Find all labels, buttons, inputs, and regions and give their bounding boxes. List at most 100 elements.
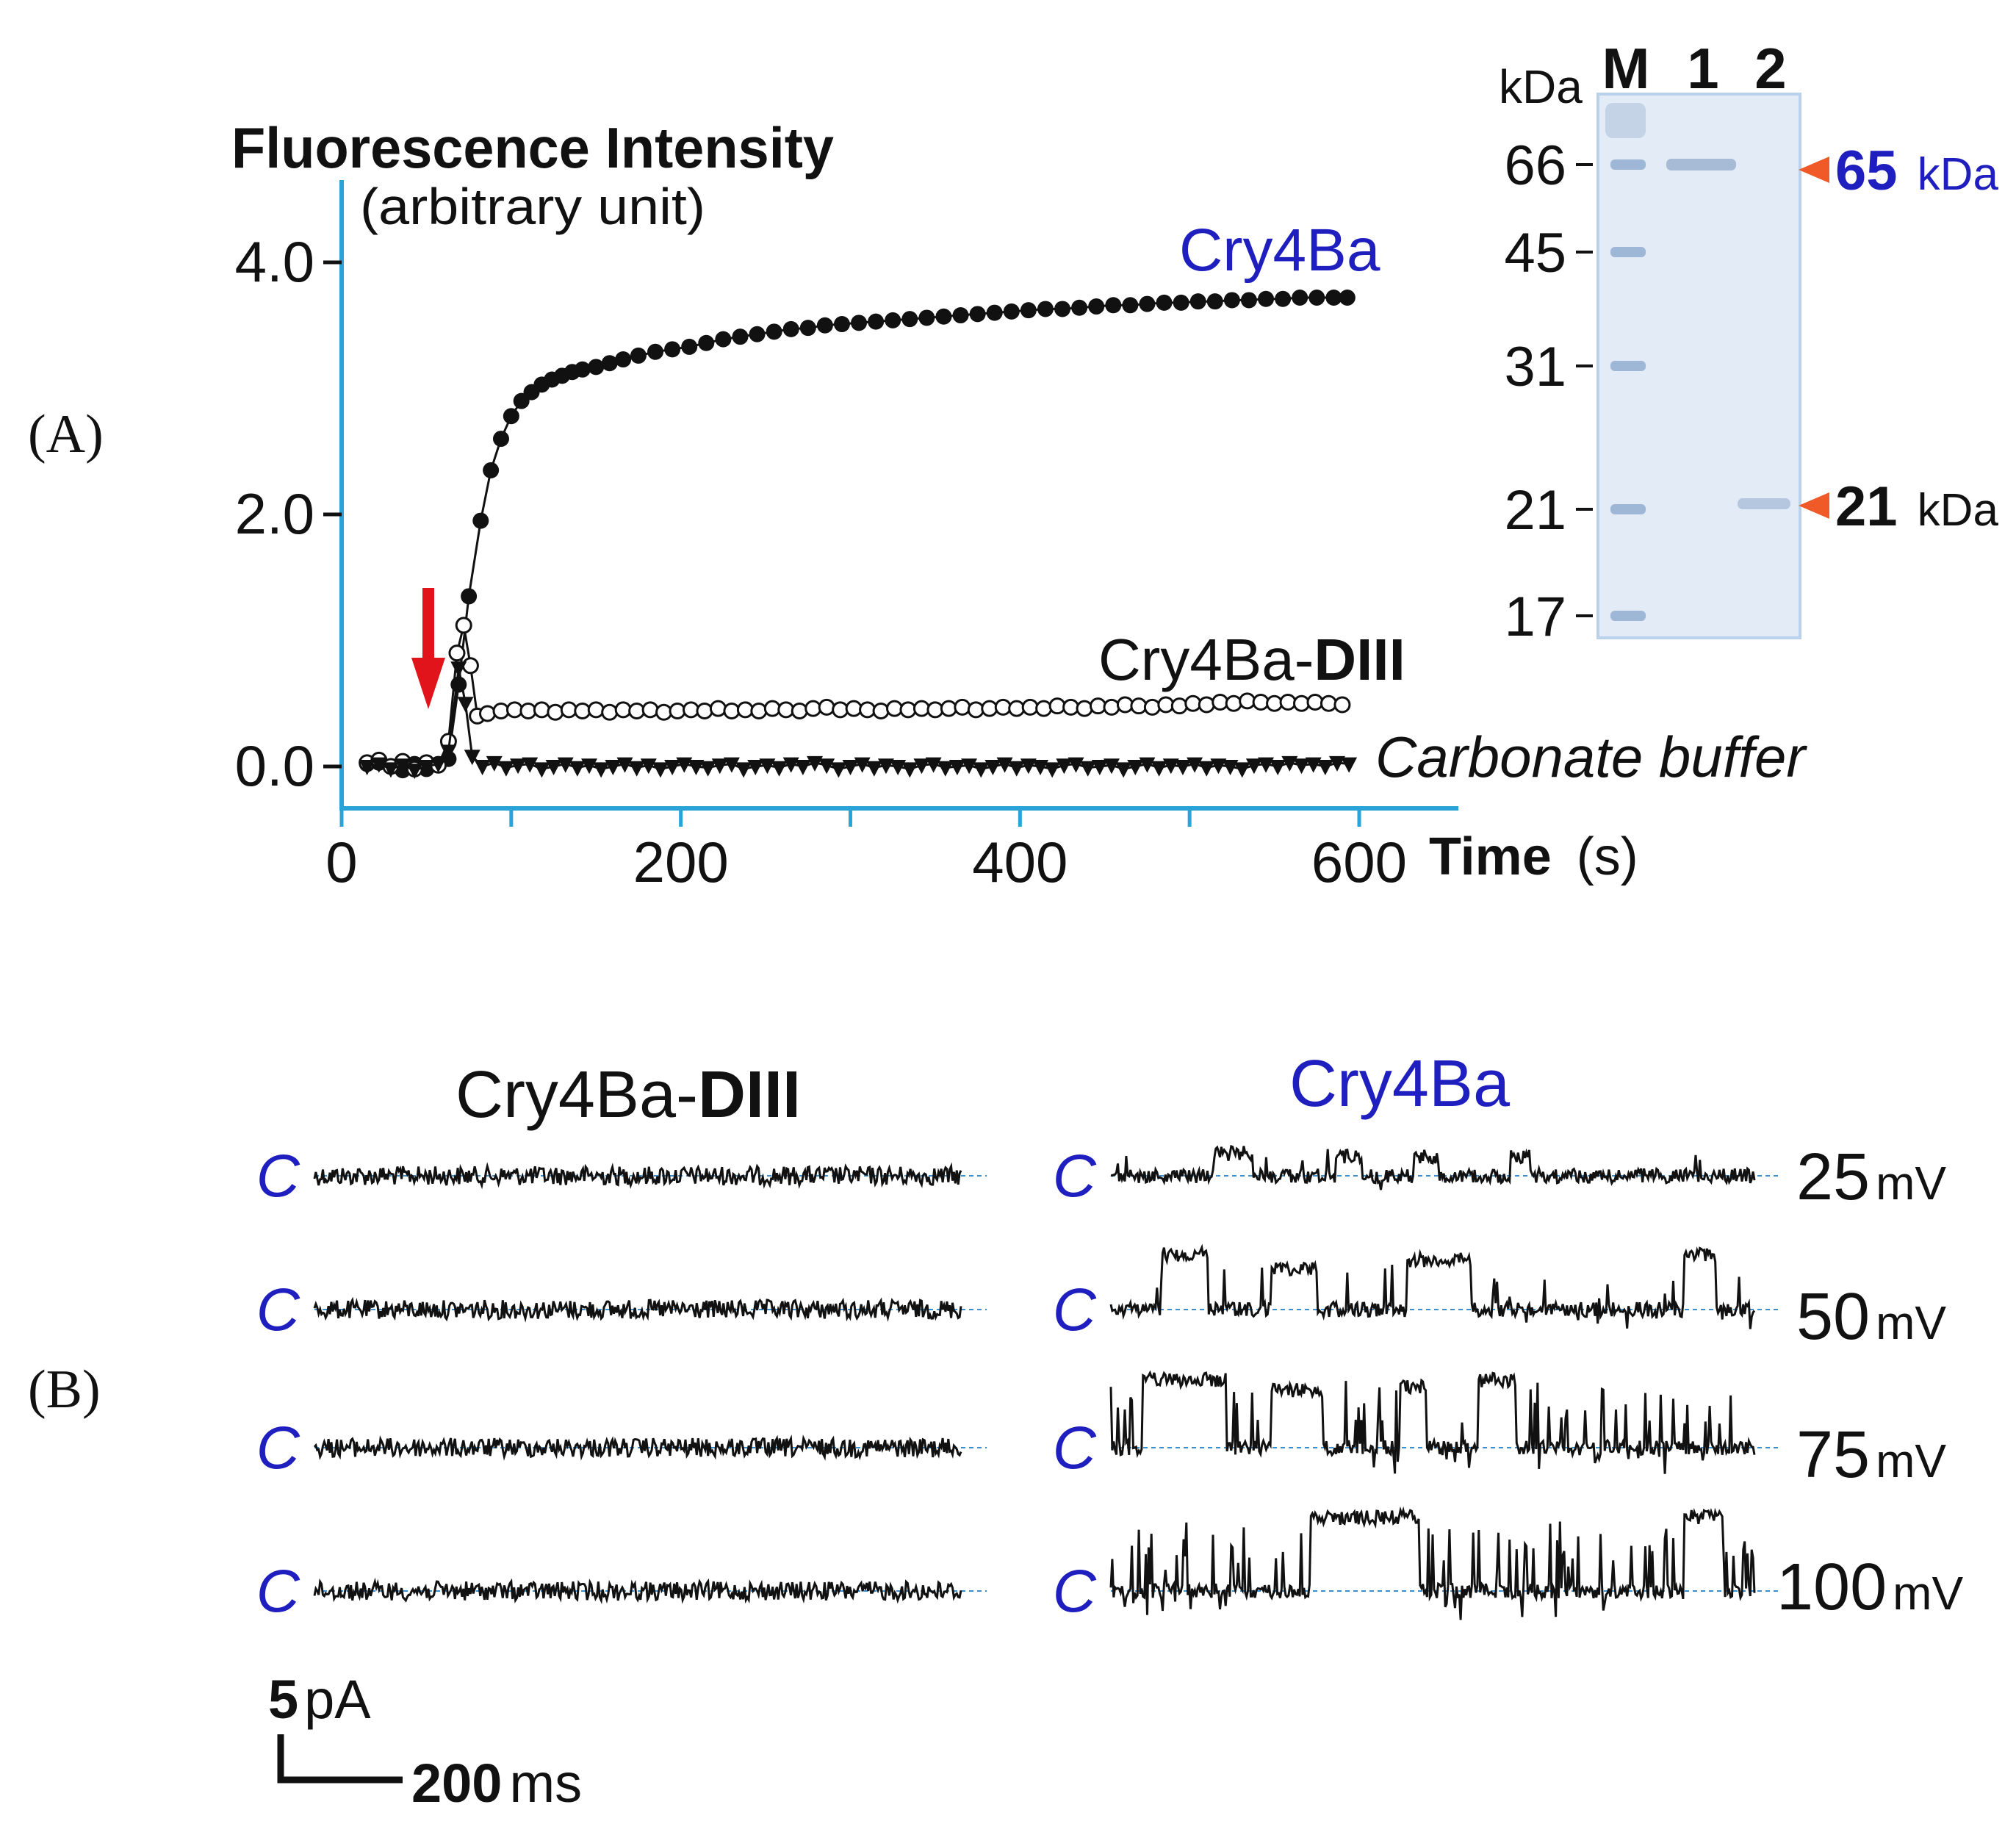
data-point <box>698 334 715 351</box>
data-point <box>688 760 705 775</box>
data-point <box>664 760 681 775</box>
gel-band-65kda <box>1666 159 1736 170</box>
trace-row-cry4ba: C <box>1053 1370 1780 1482</box>
trace-row-diii: C <box>256 1276 987 1343</box>
x-tick-label: 200 <box>633 830 729 894</box>
voltage-label-25: 25 mV <box>1796 1141 1946 1214</box>
data-point <box>715 331 732 348</box>
data-point <box>1339 290 1356 306</box>
current-trace <box>1109 1370 1756 1474</box>
band-label-65: 65 kDa <box>1835 140 1998 202</box>
data-point <box>948 760 965 775</box>
gel-lane-label-1: 1 <box>1687 36 1718 101</box>
closed-state-label: C <box>256 1415 300 1482</box>
data-point <box>994 698 1012 716</box>
gel-lane-label-2: 2 <box>1754 36 1786 101</box>
data-point <box>601 703 619 721</box>
data-point <box>461 588 478 605</box>
data-point <box>588 359 605 376</box>
band-label-65-value: 65 <box>1835 140 1898 202</box>
data-point <box>967 701 984 719</box>
data-point <box>1206 293 1223 310</box>
current-trace <box>1109 1506 1756 1620</box>
data-point <box>833 316 850 333</box>
data-point <box>605 760 622 775</box>
data-point <box>655 703 673 721</box>
data-point <box>851 315 868 331</box>
trace-column-title-diii: Cry4Ba-DIII <box>456 1058 801 1132</box>
current-trace <box>313 1577 962 1605</box>
data-point <box>984 760 1001 775</box>
data-point <box>641 701 659 719</box>
data-point <box>1320 694 1337 712</box>
data-point <box>1281 755 1298 772</box>
current-trace <box>1109 1243 1756 1329</box>
data-point <box>777 701 795 719</box>
scale-bar-time-label: 200 ms <box>411 1753 582 1814</box>
data-point <box>1008 700 1026 717</box>
data-point <box>457 697 474 713</box>
data-point <box>533 762 550 778</box>
data-point <box>699 761 716 777</box>
gel-band-21kda <box>1738 498 1790 509</box>
sds-page-gel: kDa M 1 2 66 45 31 21 17 65 kDa 21 kDa <box>1499 36 1998 648</box>
data-point <box>1062 698 1080 716</box>
voltage-value-100: 100 <box>1776 1551 1887 1624</box>
data-point <box>1127 760 1144 775</box>
data-point <box>370 757 387 773</box>
data-point <box>1275 290 1292 307</box>
trace-row-diii: C <box>256 1415 987 1482</box>
data-point <box>842 760 859 775</box>
data-point <box>830 762 847 778</box>
data-point <box>940 700 957 717</box>
chart-ticks: 0 200 400 600 0.0 2.0 4.0 <box>235 229 1408 894</box>
data-point <box>382 762 399 778</box>
data-point <box>1037 301 1054 317</box>
scale-bar-current-value: 5 <box>268 1669 298 1730</box>
data-point <box>1306 694 1324 711</box>
data-point <box>683 701 700 719</box>
data-point <box>587 701 605 719</box>
data-point <box>723 757 740 773</box>
data-point <box>771 761 788 777</box>
data-point <box>486 755 503 772</box>
data-point <box>464 750 480 766</box>
data-point <box>865 761 882 777</box>
ladder-label: 66 <box>1504 134 1566 197</box>
data-point <box>1139 295 1156 312</box>
data-point <box>395 758 411 775</box>
data-point <box>845 700 863 717</box>
data-point <box>901 311 918 328</box>
data-point <box>832 701 849 719</box>
data-point <box>406 764 423 780</box>
data-point <box>1105 297 1122 314</box>
series-label-diii-prefix: Cry4Ba- <box>1098 627 1314 692</box>
x-axis-title-unit: (s) <box>1577 827 1638 886</box>
ladder-label: 45 <box>1504 222 1566 284</box>
data-point <box>1174 760 1191 775</box>
data-point <box>1162 758 1179 775</box>
data-point <box>794 760 811 775</box>
data-point <box>503 408 519 425</box>
data-point <box>890 760 907 775</box>
data-point <box>981 700 998 717</box>
data-point <box>877 758 894 775</box>
data-point <box>1279 694 1297 711</box>
x-axis-title: Time (s) <box>1429 827 1638 886</box>
closed-state-label: C <box>1053 1276 1097 1343</box>
data-point <box>1184 694 1202 712</box>
closed-state-label: C <box>1053 1558 1097 1625</box>
data-point <box>1079 761 1096 777</box>
data-point <box>430 757 447 773</box>
panel-label-b: (B) <box>28 1360 101 1420</box>
data-point <box>899 701 917 719</box>
y-tick-label: 4.0 <box>235 229 314 294</box>
data-point <box>1032 760 1049 775</box>
data-point <box>1156 294 1173 311</box>
data-point <box>782 320 799 337</box>
data-point <box>1240 292 1257 309</box>
data-point <box>1198 696 1215 714</box>
voltage-unit-25: mV <box>1876 1157 1946 1210</box>
data-point <box>359 760 375 775</box>
